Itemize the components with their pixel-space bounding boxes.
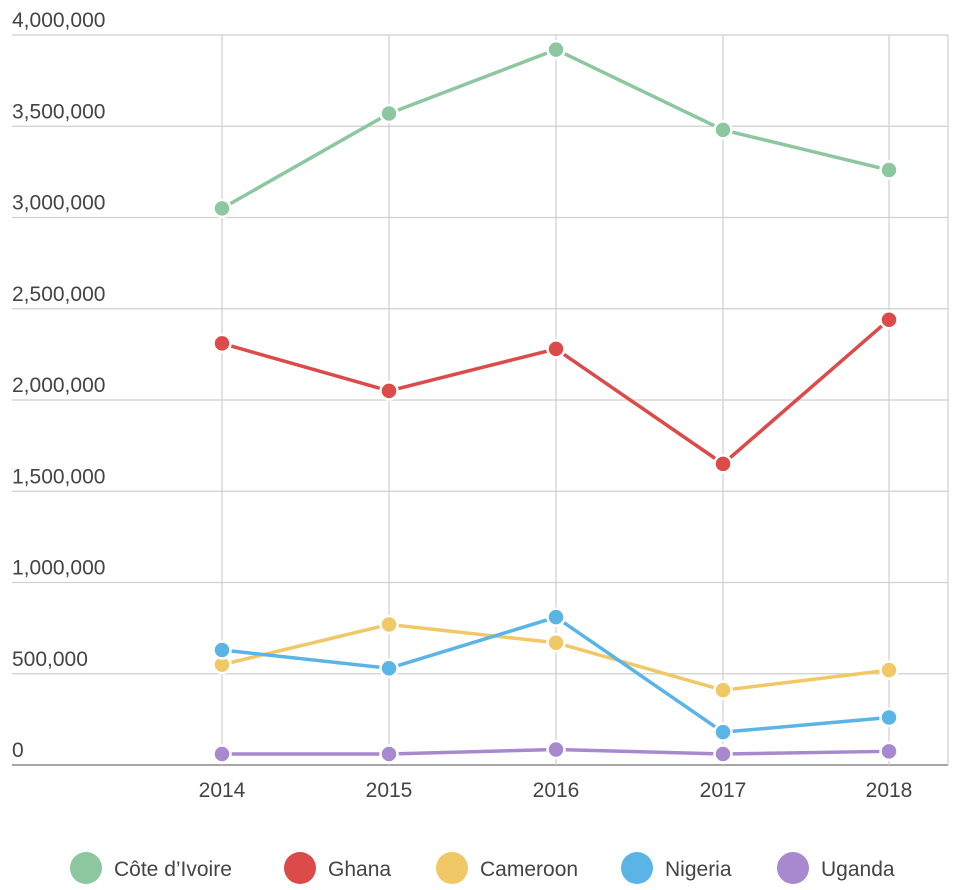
data-point-cote-d-ivoire[interactable] <box>546 39 566 60</box>
data-point-cote-d-ivoire[interactable] <box>212 198 232 219</box>
x-tick-label: 2016 <box>533 779 580 802</box>
y-tick-label: 2,000,000 <box>12 374 105 397</box>
data-point-ghana[interactable] <box>379 381 399 401</box>
data-point-uganda[interactable] <box>379 744 399 764</box>
y-tick-label: 1,000,000 <box>12 557 105 580</box>
legend-item-cameroon[interactable]: Cameroon <box>436 852 578 884</box>
y-tick-label: 3,000,000 <box>12 192 105 215</box>
y-tick-label: 2,500,000 <box>12 283 105 306</box>
y-tick-label: 0 <box>12 739 24 762</box>
data-point-cameroon[interactable] <box>379 614 399 635</box>
data-point-ghana[interactable] <box>212 333 232 354</box>
y-axis-tick-labels: 0 500,000 1,000,000 1,500,000 2,000,000 2,500… <box>12 9 105 762</box>
data-point-uganda[interactable] <box>713 744 733 764</box>
legend-swatch <box>70 852 102 884</box>
data-points <box>212 39 899 764</box>
data-point-ghana[interactable] <box>879 309 899 330</box>
x-tick-label: 2018 <box>866 779 913 802</box>
grid <box>12 34 949 766</box>
data-point-cote-d-ivoire[interactable] <box>879 160 899 180</box>
legend: Côte d’Ivoire Ghana Cameroon Nigeria Uganda <box>70 852 895 884</box>
legend-label: Côte d’Ivoire <box>114 858 232 881</box>
legend-label: Ghana <box>328 858 391 881</box>
x-tick-label: 2014 <box>199 779 246 802</box>
data-point-nigeria[interactable] <box>713 722 733 742</box>
legend-label: Cameroon <box>480 858 578 881</box>
legend-swatch <box>284 852 316 884</box>
data-point-cote-d-ivoire[interactable] <box>379 103 399 124</box>
legend-item-cote-d-ivoire[interactable]: Côte d’Ivoire <box>70 852 232 884</box>
legend-item-uganda[interactable]: Uganda <box>777 852 895 884</box>
data-point-ghana[interactable] <box>546 339 566 359</box>
data-point-cameroon[interactable] <box>879 660 899 680</box>
data-point-uganda[interactable] <box>879 741 899 762</box>
data-point-cameroon[interactable] <box>546 632 566 653</box>
data-point-uganda[interactable] <box>212 744 232 764</box>
x-axis-tick-labels: 2014 2015 2016 2017 2018 <box>199 779 913 802</box>
x-tick-label: 2017 <box>700 779 747 802</box>
y-tick-label: 3,500,000 <box>12 100 105 123</box>
data-point-uganda[interactable] <box>546 739 566 760</box>
data-point-nigeria[interactable] <box>212 640 232 660</box>
legend-swatch <box>777 852 809 884</box>
y-tick-label: 500,000 <box>12 648 88 671</box>
data-point-nigeria[interactable] <box>879 707 899 728</box>
data-point-ghana[interactable] <box>713 454 733 474</box>
data-point-cote-d-ivoire[interactable] <box>713 120 733 140</box>
data-point-cameroon[interactable] <box>713 680 733 700</box>
legend-swatch <box>436 852 468 884</box>
legend-label: Uganda <box>821 858 895 881</box>
legend-item-nigeria[interactable]: Nigeria <box>621 852 732 884</box>
legend-item-ghana[interactable]: Ghana <box>284 852 391 884</box>
data-point-nigeria[interactable] <box>546 607 566 627</box>
x-tick-label: 2015 <box>366 779 413 802</box>
y-tick-label: 1,500,000 <box>12 465 105 488</box>
y-tick-label: 4,000,000 <box>12 9 105 32</box>
legend-label: Nigeria <box>665 858 732 881</box>
legend-swatch <box>621 852 653 884</box>
data-point-nigeria[interactable] <box>379 658 399 679</box>
